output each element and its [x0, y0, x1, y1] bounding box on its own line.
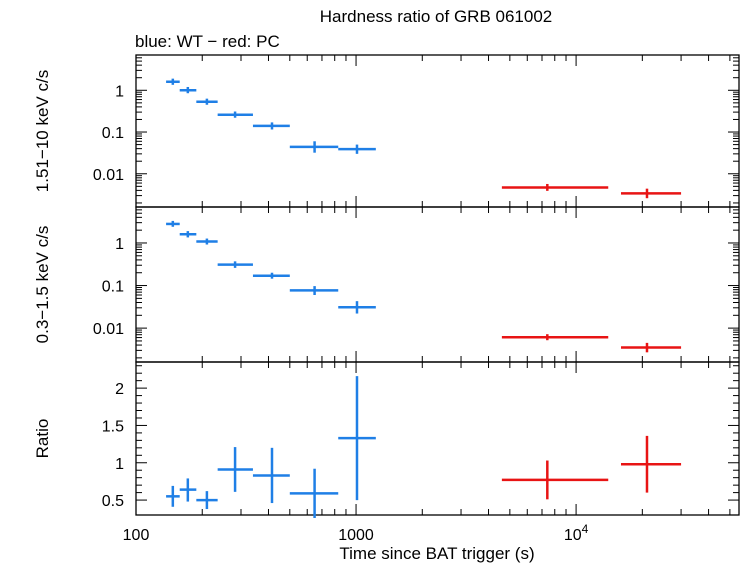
panel-frame [135, 361, 740, 516]
panel-soft: 1 0.1 0.01 0.3−1.5 keV c/s [33, 206, 740, 363]
chart-subtitle: blue: WT − red: PC [135, 32, 280, 51]
data-point [501, 183, 609, 191]
data-point [179, 86, 197, 94]
y-tick-label: 2 [115, 381, 124, 398]
y-tick-label: 1 [115, 83, 124, 100]
panels-layer: 1 0.1 0.01 1.51−10 keV c/s 1 0.1 0.01 0.3−1.5 k… [33, 54, 740, 544]
data-point [196, 98, 218, 105]
panel-ratio: 2 1.5 1 0.5 Ratio [33, 361, 740, 518]
data-point [338, 301, 376, 314]
data-point [621, 435, 682, 493]
y-tick-label: 0.1 [102, 279, 124, 296]
data-point [289, 286, 339, 295]
chart-title: Hardness ratio of GRB 061002 [320, 7, 552, 26]
data-point [179, 231, 197, 238]
y-axis-label: 0.3−1.5 keV c/s [33, 226, 52, 344]
data-point [289, 468, 339, 518]
data-point [179, 478, 197, 502]
data-point [217, 111, 253, 118]
y-tick-label: 0.1 [102, 125, 124, 142]
x-tick-exponent: 4 [582, 522, 589, 536]
y-tick-label: 0.01 [93, 167, 124, 184]
series-pc [501, 183, 682, 199]
data-point [217, 447, 253, 492]
data-point [217, 261, 253, 268]
y-tick-label: 1.5 [102, 418, 124, 435]
x-axis: 100 1000 104 [123, 522, 589, 544]
data-point [166, 78, 180, 85]
data-point [166, 220, 180, 227]
series-wt [166, 376, 376, 518]
data-point [252, 122, 290, 130]
y-axis-label: 1.51−10 keV c/s [33, 70, 52, 192]
data-point [196, 238, 218, 245]
series-wt [166, 220, 376, 314]
data-point [196, 491, 218, 510]
y-axis-label: Ratio [33, 419, 52, 459]
data-point [338, 144, 376, 154]
data-point [501, 460, 609, 500]
y-tick-label: 1 [115, 236, 124, 253]
x-tick-label: 104 [564, 522, 589, 544]
x-tick-label: 100 [123, 527, 150, 544]
y-tick-label: 0.01 [93, 321, 124, 338]
panel-frame [135, 54, 740, 208]
data-point [338, 376, 376, 501]
series-pc [501, 334, 682, 353]
series-pc [501, 435, 682, 500]
data-point [252, 447, 290, 504]
panel-frame [135, 206, 740, 363]
x-axis-label: Time since BAT trigger (s) [339, 544, 534, 563]
x-tick-label: 1000 [338, 527, 374, 544]
data-point [289, 141, 339, 153]
panel-hard: 1 0.1 0.01 1.51−10 keV c/s [33, 54, 740, 208]
data-point [501, 334, 609, 341]
y-tick-label: 0.5 [102, 493, 124, 510]
data-point [621, 188, 682, 199]
data-point [166, 485, 180, 507]
y-tick-label: 1 [115, 456, 124, 473]
series-wt [166, 78, 376, 154]
data-point [252, 272, 290, 279]
data-point [621, 342, 682, 353]
